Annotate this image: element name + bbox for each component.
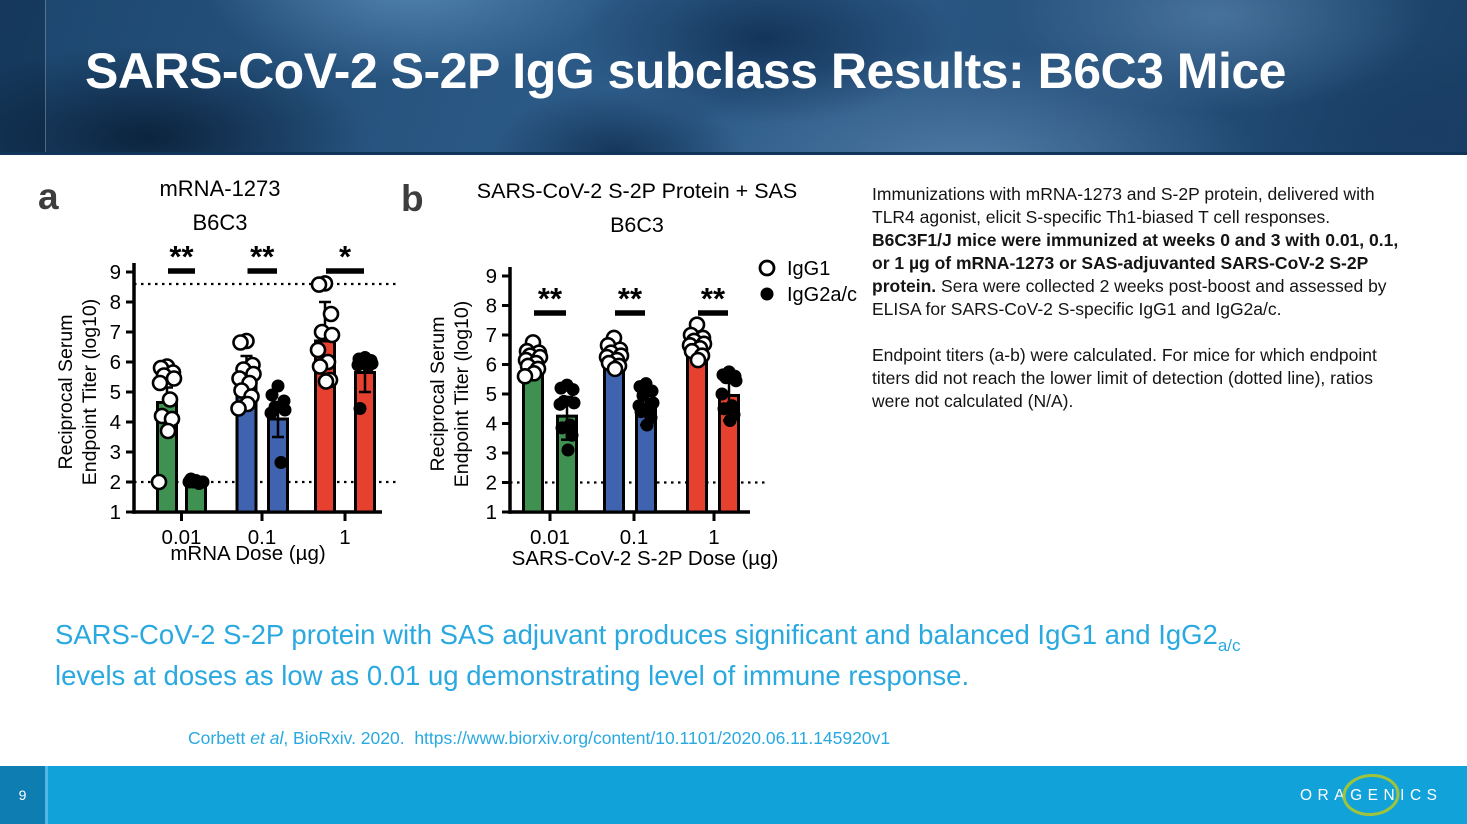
- x-tick-label: 0.1: [248, 526, 277, 549]
- x-tick-label: 1: [339, 526, 350, 549]
- page-number: 9: [0, 766, 48, 824]
- y-tick-label: 5: [486, 383, 497, 406]
- significance-stars: **: [701, 281, 726, 316]
- bar-igg1-0.1: [603, 357, 625, 514]
- title-banner: SARS-CoV-2 S-2P IgG subclass Results: B6…: [0, 0, 1467, 155]
- oragenics-logo-text: ORAGENICS: [1300, 787, 1443, 804]
- points-igg1-0.01: [150, 358, 183, 491]
- y-axis-label: Reciprocal Serum: [55, 315, 77, 470]
- chart-title: B6C3: [610, 213, 664, 237]
- legend-label: IgG2a/c: [787, 284, 857, 306]
- y-tick-label: 6: [486, 354, 497, 377]
- y-tick-label: 7: [486, 324, 497, 347]
- description-paragraph-2: Endpoint titers (a-b) were calculated. F…: [872, 345, 1377, 411]
- panel-label-a: a: [38, 176, 59, 217]
- y-tick-label: 8: [486, 295, 497, 318]
- y-tick-label: 3: [110, 441, 121, 464]
- chart-title: B6C3: [192, 210, 247, 235]
- summary-statement: SARS-CoV-2 S-2P protein with SAS adjuvan…: [55, 616, 1280, 694]
- points-igg1-0.1: [598, 329, 630, 378]
- legend-marker-IgG2a/c: [760, 287, 774, 301]
- y-axis-label: Endpoint Titer (log10): [79, 299, 101, 485]
- chart-mrna-1273: mRNA-1273 B6C3 Reciprocal Serum Endpoint Ti…: [55, 176, 396, 565]
- points-igg2-1: [715, 365, 743, 428]
- citation-etal: et al: [250, 728, 284, 748]
- bar-igg1-1: [686, 351, 708, 514]
- points-igg2-1: [351, 351, 379, 415]
- y-tick-label: 9: [110, 261, 121, 284]
- significance-stars: **: [169, 239, 194, 274]
- points-igg2-0.1: [264, 379, 292, 469]
- x-axis-label: SARS-CoV-2 S-2P Dose (µg): [512, 547, 779, 570]
- chart-s2p-protein-sas: SARS-CoV-2 S-2P Protein + SAS B6C3 Recipro…: [427, 179, 857, 570]
- summary-subscript: a/c: [1217, 636, 1241, 655]
- y-tick-label: 2: [110, 471, 121, 494]
- logo-ellipse-icon: [1342, 773, 1400, 817]
- desc-p1-bold: B6C3F1/J mice were immunized at weeks 0 …: [872, 230, 1399, 296]
- x-tick-label: 0.1: [620, 526, 649, 549]
- legend-label: IgG1: [787, 258, 830, 280]
- oragenics-logo: ORAGENICS: [1300, 766, 1455, 824]
- points-igg2-0.01: [553, 378, 581, 457]
- description-paragraph-1: Immunizations with mRNA-1273 and S-2P pr…: [872, 183, 1409, 321]
- citation-journal: , BioRxiv. 2020.: [283, 728, 415, 748]
- x-tick-label: 1: [708, 526, 719, 549]
- y-tick-label: 1: [110, 501, 121, 524]
- summary-post: levels at doses as low as 0.01 ug demons…: [55, 619, 1256, 691]
- description-block: Immunizations with mRNA-1273 and S-2P pr…: [872, 183, 1409, 436]
- chart-title: SARS-CoV-2 S-2P Protein + SAS: [477, 179, 797, 203]
- x-tick-label: 0.01: [530, 526, 570, 549]
- citation: Corbett et al, BioRxiv. 2020. https://ww…: [188, 728, 890, 749]
- significance-stars: **: [538, 281, 563, 316]
- footer-bar: 9 ORAGENICS: [0, 766, 1467, 824]
- y-tick-label: 6: [110, 351, 121, 374]
- y-tick-label: 1: [486, 501, 497, 524]
- y-tick-label: 4: [110, 411, 121, 434]
- chart-title: mRNA-1273: [159, 176, 280, 201]
- significance-stars: **: [618, 281, 643, 316]
- y-tick-label: 2: [486, 472, 497, 495]
- points-igg2-0.01: [182, 472, 210, 490]
- y-tick-label: 8: [110, 291, 121, 314]
- y-tick-label: 4: [486, 413, 497, 436]
- points-igg2-0.1: [632, 377, 660, 432]
- legend-marker-IgG1: [758, 259, 776, 277]
- x-tick-label: 0.01: [162, 526, 202, 549]
- significance-stars: **: [250, 239, 275, 274]
- x-axis-label: mRNA Dose (µg): [170, 542, 325, 565]
- citation-url[interactable]: https://www.biorxiv.org/content/10.1101/…: [414, 728, 891, 748]
- y-axis-label: Reciprocal Serum: [427, 317, 449, 472]
- y-tick-label: 9: [486, 265, 497, 288]
- y-tick-label: 5: [110, 381, 121, 404]
- y-tick-label: 7: [110, 321, 121, 344]
- page-title: SARS-CoV-2 S-2P IgG subclass Results: B6…: [85, 43, 1286, 99]
- citation-author: Corbett: [188, 728, 251, 748]
- bar-igg1-0.01: [522, 363, 544, 514]
- y-tick-label: 3: [486, 442, 497, 465]
- y-axis-label: Endpoint Titer (log10): [451, 301, 473, 487]
- panel-label-b: b: [401, 178, 424, 219]
- significance-stars: *: [339, 239, 352, 274]
- desc-p1-post: Sera were collected 2 weeks post-boost a…: [872, 276, 1387, 319]
- points-igg1-0.01: [516, 334, 549, 385]
- points-igg1-1: [309, 275, 341, 390]
- points-igg1-1: [681, 316, 713, 369]
- bar-igg2-1: [354, 371, 376, 514]
- points-igg1-0.1: [230, 332, 262, 417]
- desc-p1-pre: Immunizations with mRNA-1273 and S-2P pr…: [872, 184, 1375, 227]
- summary-pre: SARS-CoV-2 S-2P protein with SAS adjuvan…: [55, 619, 1218, 650]
